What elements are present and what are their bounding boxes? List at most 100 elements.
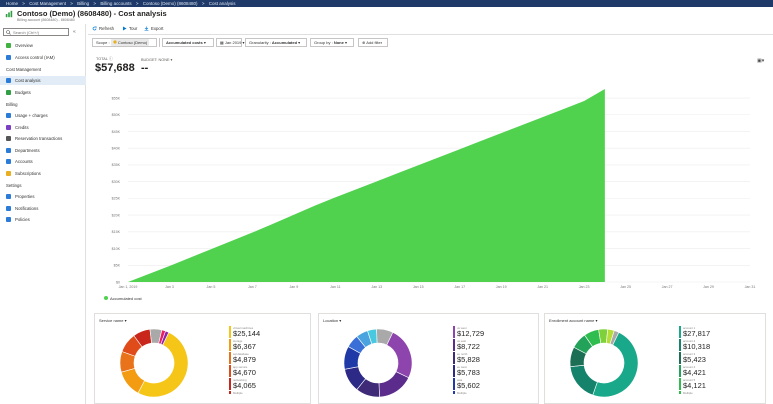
breakdown-item[interactable]: us east $8,722: [453, 339, 513, 352]
groupby-selector[interactable]: Group by : None ▾: [310, 38, 354, 47]
sidebar-item-usage-charges[interactable]: Usage + charges: [0, 111, 86, 120]
sidebar-section-title: Cost Management: [6, 67, 42, 72]
export-icon: [144, 26, 149, 31]
service-name-donut: [119, 328, 189, 398]
item-color-bar: [679, 378, 681, 390]
item-amount: $10,318: [683, 342, 711, 351]
breakdown-item[interactable]: account 1 $27,817: [679, 326, 739, 339]
sidebar-item-cost-analysis[interactable]: Cost analysis: [0, 76, 86, 85]
tour-icon: [123, 26, 127, 31]
item-color-bar: [453, 378, 455, 390]
breadcrumb-sep: >: [93, 1, 97, 6]
donut-slice[interactable]: [376, 328, 394, 346]
view-selector[interactable]: Accumulated costs ▾: [162, 38, 214, 47]
tour-button[interactable]: Tour: [122, 25, 137, 33]
tour-label: Tour: [129, 26, 138, 31]
y-tick-label: $50K: [112, 113, 121, 117]
sidebar-item-access-control-iam[interactable]: Access control (IAM): [0, 53, 86, 62]
search-input[interactable]: Search (Ctrl+/): [3, 28, 69, 36]
breakdown-item[interactable]: app service $4,670: [229, 365, 289, 378]
donut-slice[interactable]: [609, 330, 620, 346]
x-tick-label: Jan 1, 2019: [119, 285, 138, 289]
search-icon: [6, 30, 11, 35]
breakdown-item[interactable]: storage $6,367: [229, 339, 289, 352]
y-tick-label: $15K: [112, 230, 121, 234]
y-tick-label: $35K: [112, 163, 121, 167]
breakdown-item[interactable]: account 4 $4,421: [679, 365, 739, 378]
add-filter-button[interactable]: ⊕ Add filter: [358, 38, 388, 47]
breakdown-item[interactable]: Multiple: [229, 391, 289, 404]
breakdown-item[interactable]: eu north $5,828: [453, 352, 513, 365]
breadcrumb-billing-accounts[interactable]: Billing accounts: [100, 1, 132, 6]
sidebar-item-accounts[interactable]: Accounts: [0, 157, 86, 166]
granularity-value: Accumulated: [271, 40, 298, 45]
y-tick-label: $55K: [112, 96, 121, 100]
breakdown-item[interactable]: eu west $5,783: [453, 365, 513, 378]
breakdown-item[interactable]: account 2 $10,318: [679, 339, 739, 352]
sidebar-item-notifications[interactable]: Notifications: [0, 204, 86, 213]
location-dropdown[interactable]: Location ▾: [323, 318, 342, 323]
breadcrumb-home[interactable]: Home: [6, 1, 19, 6]
breakdown-item[interactable]: virtual machines $25,144: [229, 326, 289, 339]
calendar-icon: ▦: [220, 40, 224, 45]
breakdown-item[interactable]: asia $5,602: [453, 378, 513, 391]
breadcrumb-cost-management[interactable]: Cost Management: [29, 1, 66, 6]
sidebar-item-subscriptions[interactable]: Subscriptions: [0, 169, 86, 178]
service-name-dropdown[interactable]: Service name ▾: [99, 318, 127, 323]
granularity-selector[interactable]: Granularity : Accumulated ▾: [245, 38, 307, 47]
chevron-down-icon: ▾: [170, 58, 173, 62]
reservation-icon: [6, 136, 11, 141]
total-value: $57,688: [95, 62, 135, 74]
sidebar-item-credits[interactable]: Credits: [0, 123, 86, 132]
credits-icon: [6, 124, 11, 130]
notifications-icon: [6, 205, 11, 211]
donut-slice[interactable]: [569, 364, 598, 396]
budget-selector[interactable]: BUDGET: NONE ▾: [141, 58, 173, 62]
breakdown-item[interactable]: Multiple: [453, 391, 513, 404]
accounts-icon: [6, 159, 11, 164]
sidebar-item-overview[interactable]: Overview: [0, 41, 86, 50]
item-amount: $4,421: [683, 368, 706, 377]
chart-type-icon[interactable]: ▣▾: [757, 58, 765, 64]
breakdown-item[interactable]: account 5 $4,121: [679, 378, 739, 391]
chart-legend[interactable]: Accumulated cost: [104, 296, 142, 301]
y-tick-label: $40K: [112, 147, 121, 151]
breakdown-item[interactable]: us west $12,729: [453, 326, 513, 339]
breadcrumb-billing[interactable]: Billing: [77, 1, 90, 6]
x-tick-label: Jan 21: [537, 285, 548, 289]
accumulated-cost-chart: $0 $5K $10K $15K $20K $25K $30K $35K $40K $45K $50…: [112, 89, 756, 289]
scope-pill: Contoso (Demo): [110, 39, 150, 46]
breakdown-item[interactable]: Multiple: [679, 391, 739, 404]
breakdown-item[interactable]: sql database $4,879: [229, 352, 289, 365]
donut-slice[interactable]: [378, 371, 410, 398]
scope-selector[interactable]: Scope : Contoso (Demo): [92, 38, 157, 47]
sidebar-item-policies[interactable]: Policies: [0, 215, 86, 224]
item-amount: $27,817: [683, 329, 711, 338]
refresh-button[interactable]: Refresh: [92, 25, 114, 33]
chevron-down-icon: ▾: [298, 40, 301, 45]
x-tick-label: Jan 11: [330, 285, 341, 289]
x-tick-label: Jan 31: [745, 285, 756, 289]
donut-slice[interactable]: [386, 331, 413, 379]
donut-slice[interactable]: [592, 331, 639, 398]
date-value: Jan 2019: [224, 40, 242, 45]
item-color-bar: [229, 365, 231, 377]
breakdown-item[interactable]: networking $4,065: [229, 378, 289, 391]
breadcrumb-current: Cost analysis: [208, 1, 236, 6]
collapse-sidebar-icon[interactable]: «: [73, 29, 76, 35]
location-donut: [343, 328, 413, 398]
enrollment-account-dropdown[interactable]: Enrollment account name ▾: [549, 318, 598, 323]
item-amount: $5,783: [457, 368, 480, 377]
date-picker[interactable]: ▦ Jan 2019 ▾: [216, 38, 245, 47]
sidebar-item-budgets[interactable]: Budgets: [0, 88, 86, 97]
sidebar-item-properties[interactable]: Properties: [0, 192, 86, 201]
sidebar-item-departments[interactable]: Departments: [0, 146, 86, 155]
donut-slice[interactable]: [160, 330, 170, 346]
export-button[interactable]: Export: [144, 25, 163, 33]
sidebar-item-reservation-transactions[interactable]: Reservation transactions: [0, 134, 86, 143]
item-color-bar: [453, 352, 455, 364]
y-tick-label: $5K: [114, 264, 121, 268]
breakdown-item[interactable]: account 3 $5,423: [679, 352, 739, 365]
donut-slice[interactable]: [137, 331, 189, 398]
breadcrumb-account[interactable]: Contoso (Demo) (8608480): [142, 1, 198, 6]
